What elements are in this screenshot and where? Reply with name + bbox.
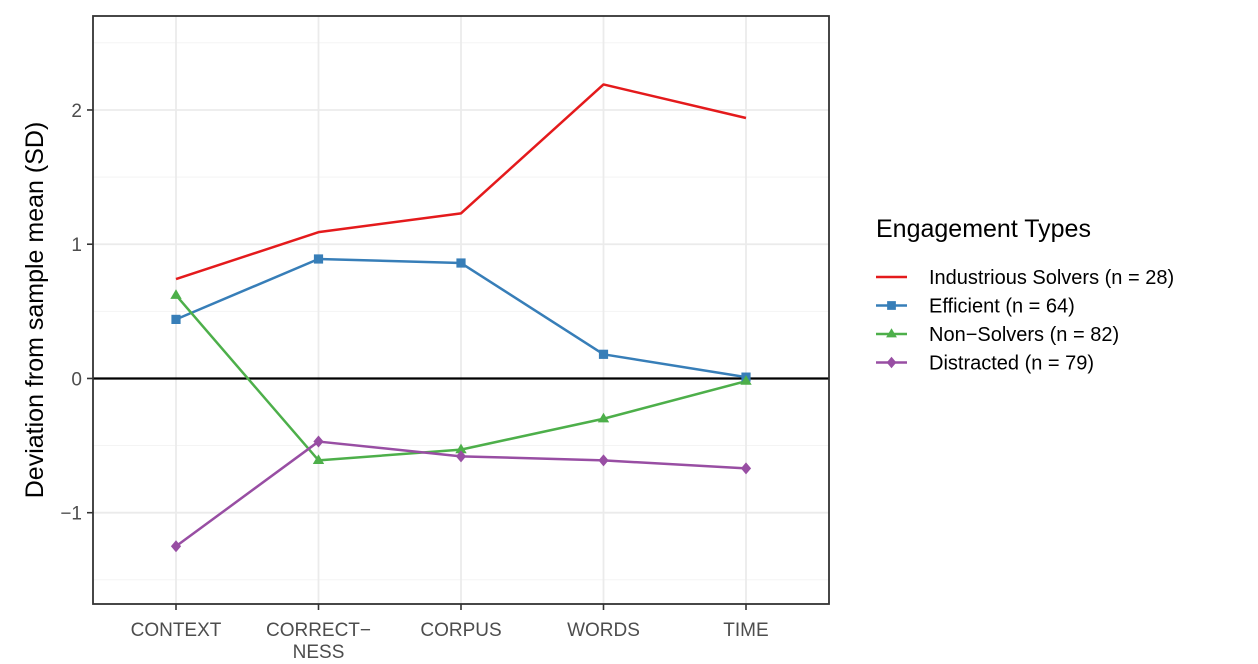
legend-item: Efficient (n = 64) (876, 296, 1075, 318)
data-point (598, 349, 609, 359)
legend-key-marker (886, 356, 897, 369)
data-point (597, 412, 610, 423)
legend-label: Efficient (n = 64) (929, 296, 1075, 318)
gridlines (93, 16, 829, 604)
data-point (456, 258, 466, 268)
legend-item: Industrious Solvers (n = 28) (876, 267, 1174, 289)
y-tick-label: −1 (60, 504, 82, 525)
legend-key-marker (886, 328, 897, 338)
data-point (313, 254, 324, 264)
y-tick-label: 0 (71, 369, 82, 390)
data-point (312, 454, 325, 464)
x-tick-label: CORRECT− NESS (266, 620, 371, 663)
y-tick-label: 2 (71, 101, 82, 122)
data-point (170, 289, 182, 299)
data-point (455, 450, 467, 463)
x-tick-label: CORPUS (420, 620, 501, 641)
y-tick-label: 1 (71, 235, 82, 256)
x-tick-label: CONTEXT (131, 620, 222, 641)
legend-label: Non−Solvers (n = 82) (929, 324, 1119, 346)
x-axis: CONTEXT CORRECT− NESS CORPUS WORDS TIME (131, 604, 769, 663)
legend-title: Engagement Types (876, 215, 1091, 243)
data-point (740, 462, 752, 475)
legend-item: Distracted (n = 79) (876, 353, 1094, 375)
data-point (313, 435, 324, 448)
y-axis: −1 0 1 2 (60, 101, 93, 525)
legend-items: Industrious Solvers (n = 28) Efficient (n… (876, 267, 1174, 375)
x-tick-label: WORDS (567, 620, 640, 641)
series-line (175, 83, 747, 281)
legend-label: Distracted (n = 79) (929, 353, 1094, 375)
series-markers (170, 254, 752, 553)
data-point (170, 540, 182, 553)
data-point (740, 375, 752, 385)
x-tick-label: TIME (723, 620, 768, 641)
legend-item: Non−Solvers (n = 82) (876, 324, 1119, 346)
legend-label: Industrious Solvers (n = 28) (929, 267, 1174, 289)
legend-key-marker (887, 301, 896, 310)
legend: Engagement Types Industrious Solvers (n … (876, 215, 1174, 375)
y-axis-title: Deviation from sample mean (SD) (21, 122, 49, 499)
data-point (455, 443, 467, 454)
data-point (171, 314, 181, 324)
data-point (598, 454, 609, 467)
